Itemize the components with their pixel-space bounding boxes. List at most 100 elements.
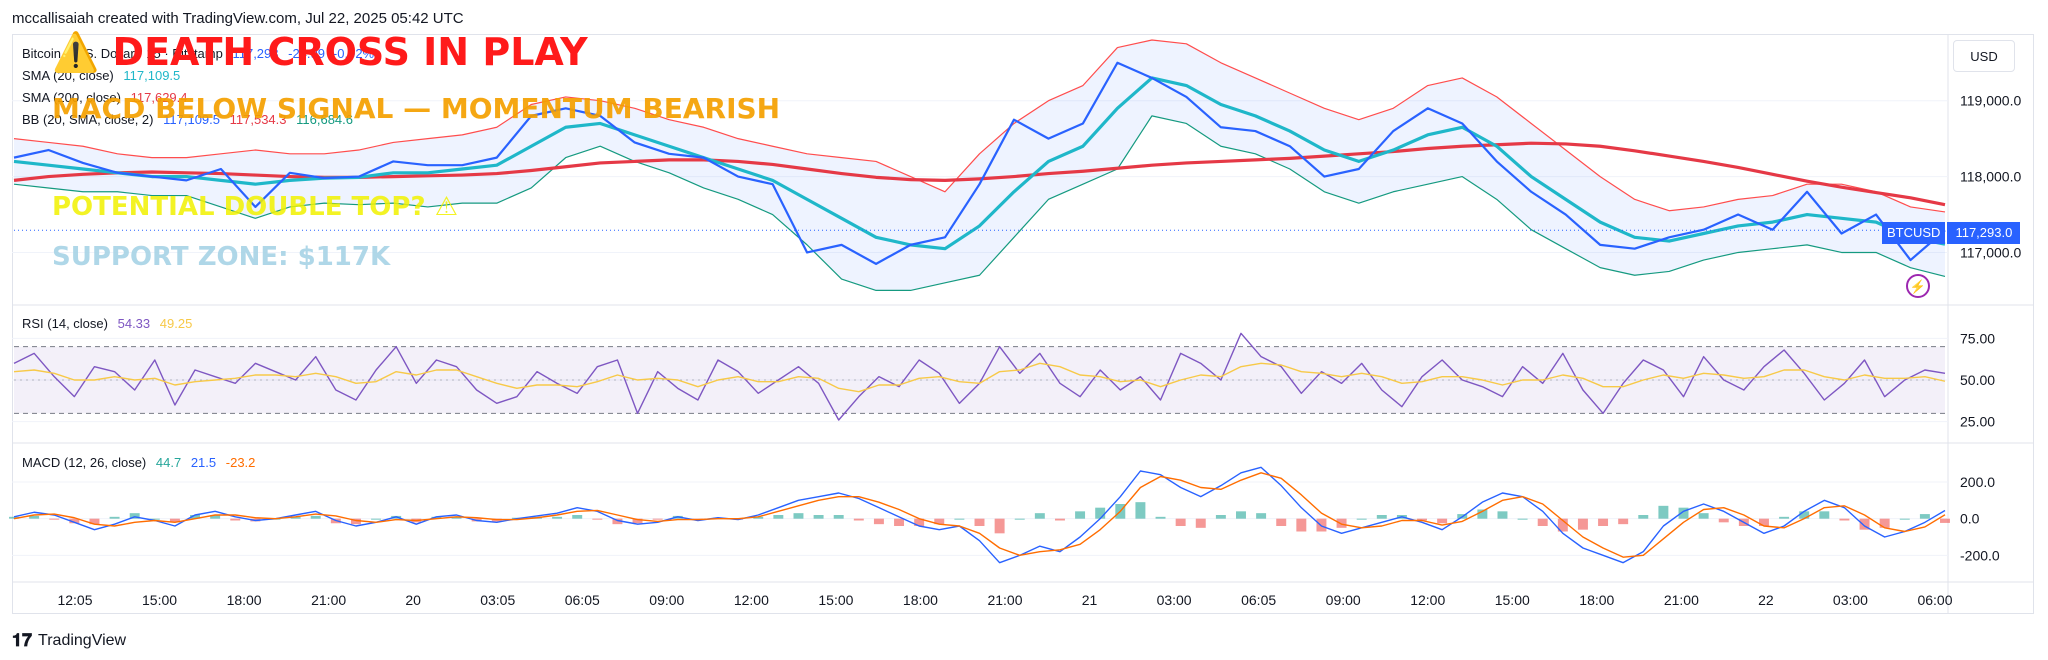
x-tick-label: 12:00 — [734, 592, 769, 608]
x-tick-label: 06:05 — [1241, 592, 1276, 608]
legend-macd-signal-value: -23.2 — [225, 455, 256, 470]
macd-histogram-bar — [29, 515, 40, 519]
legend-sma200-value: 117,629.4 — [130, 90, 188, 105]
macd-histogram-bar — [1638, 515, 1649, 519]
tradingview-footer[interactable]: 𝟏𝟕 TradingView — [12, 630, 126, 651]
macd-histogram-bar — [592, 518, 603, 520]
macd-histogram-bar — [1376, 515, 1387, 519]
y-tick-label: 0.0 — [1960, 511, 1980, 527]
macd-histogram-bar — [652, 518, 663, 520]
macd-histogram-bar — [1276, 518, 1287, 526]
macd-histogram-bar — [431, 516, 442, 519]
macd-histogram-bar — [1155, 516, 1166, 519]
y-tick-label: 200.0 — [1960, 474, 1995, 490]
macd-histogram-bar — [1859, 518, 1870, 530]
legend-rsi-ma-value: 49.25 — [159, 316, 193, 331]
annotation-death-cross: ⚠️ DEATH CROSS IN PLAY — [52, 30, 588, 74]
legend-sma200-label: SMA (200, close) — [22, 90, 121, 105]
legend-bb[interactable]: BB (20, SMA, close, 2) 117,109.5 117,534… — [22, 112, 359, 127]
macd-histogram-bar — [1014, 518, 1025, 520]
macd-histogram-bar — [793, 513, 804, 519]
x-tick-label: 03:00 — [1157, 592, 1192, 608]
macd-histogram-bar — [350, 518, 361, 525]
chart-frame — [12, 34, 2034, 614]
x-tick-label: 18:00 — [1579, 592, 1614, 608]
macd-histogram-bar — [894, 518, 905, 526]
x-tick-label: 03:00 — [1833, 592, 1868, 608]
legend-macd-label: MACD (12, 26, close) — [22, 455, 147, 470]
x-tick-label: 21:00 — [311, 592, 346, 608]
macd-histogram-bar — [190, 515, 201, 519]
legend-main[interactable]: Bitcoin / U.S. Dollar · 15 · Bitstamp 11… — [22, 46, 384, 61]
annotation-double-top: POTENTIAL DOUBLE TOP? ⚠ — [52, 192, 458, 222]
macd-histogram-bar — [1577, 518, 1588, 530]
macd-histogram-bar — [1698, 513, 1709, 519]
footer-brand: TradingView — [38, 631, 127, 649]
macd-histogram-bar — [753, 516, 764, 519]
macd-histogram-bar — [873, 518, 884, 525]
bollinger-band-fill — [14, 40, 1945, 291]
macd-histogram-bar — [1215, 515, 1226, 519]
macd-histogram-bar — [310, 515, 321, 519]
legend-bb-upper: 117,534.3 — [229, 112, 287, 127]
macd-histogram-bar — [1658, 505, 1669, 519]
attribution-header: mccallisaiah created with TradingView.co… — [12, 10, 464, 27]
macd-histogram-bar — [1054, 518, 1065, 521]
macd-histogram-bar — [1417, 518, 1427, 521]
x-tick-label: 15:00 — [1495, 592, 1530, 608]
legend-macd[interactable]: MACD (12, 26, close) 44.7 21.5 -23.2 — [22, 455, 261, 470]
legend-sma200[interactable]: SMA (200, close) 117,629.4 — [22, 90, 194, 105]
price-tag: BTCUSD 117,293.0 — [1882, 222, 2021, 244]
x-tick-label: 20 — [405, 592, 421, 608]
y-tick-label: -200.0 — [1960, 547, 2000, 563]
x-tick-label: 15:00 — [142, 592, 177, 608]
x-tick-label: 15:00 — [818, 592, 853, 608]
macd-histogram-bar — [371, 518, 382, 520]
macd-histogram-bar — [1758, 518, 1769, 526]
y-tick-label: 118,000.0 — [1960, 169, 2021, 185]
x-tick-label: 09:00 — [649, 592, 684, 608]
x-tick-label: 21 — [1082, 592, 1098, 608]
macd-histogram-bar — [813, 515, 824, 519]
macd-histogram-bar — [974, 518, 985, 526]
y-tick-label: 117,000.0 — [1960, 244, 2021, 260]
macd-histogram-bar — [934, 518, 945, 525]
macd-histogram-bar — [1477, 509, 1488, 519]
annotation-support-zone: SUPPORT ZONE: $117K — [52, 242, 391, 272]
macd-histogram-bar — [1799, 511, 1810, 519]
y-tick-label: 119,000.0 — [1960, 93, 2021, 109]
legend-rsi[interactable]: RSI (14, close) 54.33 49.25 — [22, 316, 198, 331]
x-tick-label: 09:00 — [1326, 592, 1361, 608]
macd-histogram-bar — [69, 518, 80, 524]
macd-histogram-bar — [1356, 518, 1367, 520]
legend-bb-lower: 116,684.6 — [296, 112, 353, 127]
macd-histogram-bar — [1678, 507, 1689, 519]
tradingview-logo-icon: 𝟏𝟕 — [12, 630, 33, 650]
macd-histogram-bar — [1336, 518, 1347, 528]
price-tag-value: 117,293.0 — [1947, 222, 2021, 244]
x-tick-label: 03:05 — [480, 592, 515, 608]
macd-histogram-bar — [169, 518, 180, 523]
macd-histogram-bar — [1034, 513, 1045, 519]
macd-histogram-bar — [632, 518, 643, 524]
macd-histogram-bar — [451, 516, 462, 519]
macd-histogram-bar — [1919, 514, 1930, 519]
x-tick-label: 12:00 — [1410, 592, 1445, 608]
alert-lightning-glyph: ⚡ — [1910, 279, 1926, 295]
macd-histogram-bar — [1598, 518, 1609, 526]
legend-bb-basis: 117,109.5 — [163, 112, 220, 127]
x-tick-label: 06:00 — [1917, 592, 1952, 608]
macd-histogram-bar — [290, 516, 301, 519]
x-tick-label: 18:00 — [903, 592, 938, 608]
macd-histogram-bar — [954, 518, 965, 520]
macd-histogram-bar — [853, 518, 864, 521]
legend-sma20-label: SMA (20, close) — [22, 68, 114, 83]
annotation-macd-bearish: MACD BELOW SIGNAL — MOMENTUM BEARISH — [52, 92, 781, 125]
legend-sma20[interactable]: SMA (20, close) 117,109.5 — [22, 68, 186, 83]
x-tick-label: 06:05 — [565, 592, 600, 608]
macd-histogram-bar — [1135, 502, 1146, 519]
x-tick-label: 18:00 — [227, 592, 262, 608]
y-tick-label: 50.00 — [1960, 372, 1995, 388]
currency-button[interactable]: USD — [1953, 40, 2015, 72]
